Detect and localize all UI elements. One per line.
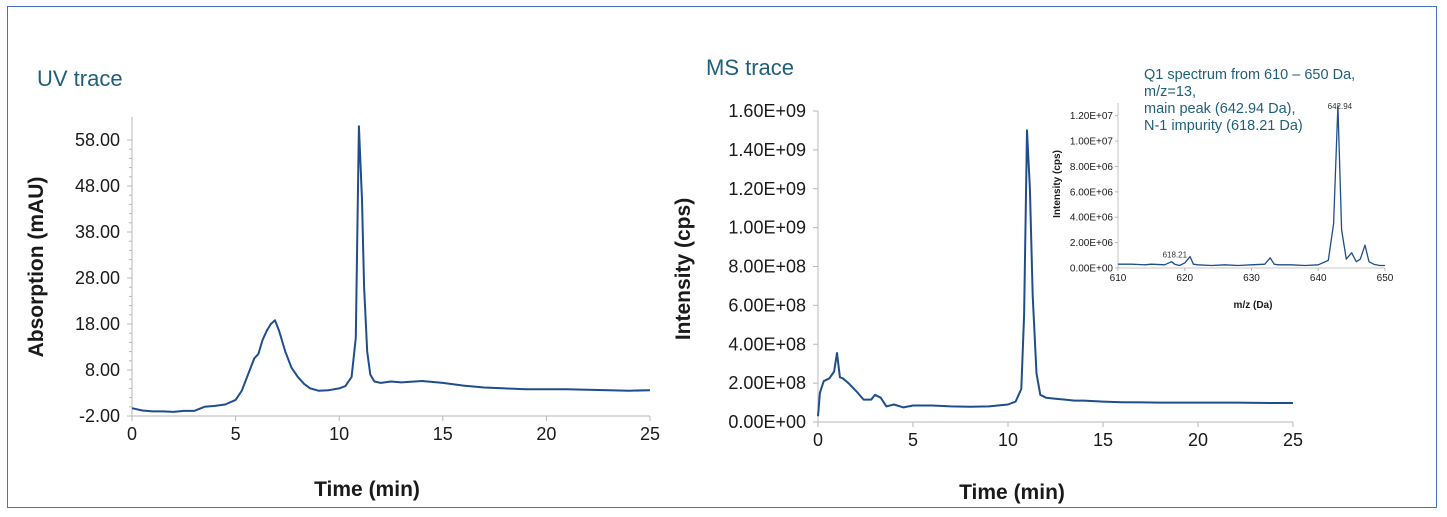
y-tick-label: 0.00E+00	[728, 412, 806, 432]
peak-label: 618.21	[1163, 250, 1188, 259]
y-tick-label: -2.00	[79, 406, 120, 426]
x-tick-label: 15	[433, 424, 453, 444]
ms-y-ticks: 0.00E+00 2.00E+08 4.00E+08 6.00E+08 8.00E+08…	[728, 101, 818, 432]
y-tick-label: 8.00E+08	[728, 257, 806, 277]
y-tick-label: 2.00E+08	[728, 373, 806, 393]
x-tick-label: 630	[1243, 273, 1260, 284]
ms-x-axis-title: Time (min)	[959, 481, 1065, 504]
ms-panel: MS trace 0.00E+00 2.00E+08 4.00E+08 6.00E+0…	[672, 55, 1303, 504]
x-tick-label: 5	[231, 424, 241, 444]
uv-y-axis-title: Absorption (mAU)	[25, 177, 48, 358]
chromatogram-figure: UV trace -2.008.0018.0028.0038.0048.0058…	[25, 55, 1394, 504]
ms-x-ticks: 0 5 10 15 20 25	[813, 422, 1303, 450]
uv-y-ticks: -2.00 8.00 18.00 28.00 38.00 48.00 58.00	[75, 130, 132, 426]
ms-trace-line	[817, 129, 1293, 417]
x-tick-label: 15	[1093, 430, 1113, 450]
y-tick-label: 28.00	[75, 268, 120, 288]
inset-x-axis-title: m/z (Da)	[1234, 300, 1273, 311]
inset-spectrum-line	[1118, 104, 1385, 267]
inset-x-ticks: 610 620 630 640 650	[1110, 268, 1394, 284]
y-tick-label: 48.00	[75, 176, 120, 196]
y-tick-label: 1.20E+07	[1070, 111, 1114, 122]
y-tick-label: 0.00E+00	[1070, 264, 1114, 275]
y-tick-label: 8.00	[85, 360, 120, 380]
x-tick-label: 640	[1310, 273, 1327, 284]
x-tick-label: 10	[329, 424, 349, 444]
x-tick-label: 20	[1188, 430, 1208, 450]
y-tick-label: 1.60E+09	[728, 101, 806, 121]
inset-annotation-line-3: main peak (642.94 Da),	[1144, 101, 1296, 117]
inset-y-axis-title: Intensity (cps)	[1052, 150, 1063, 218]
y-tick-label: 1.00E+09	[728, 218, 806, 238]
inset-annotation-line-2: m/z=13,	[1144, 84, 1196, 100]
y-tick-label: 8.00E+06	[1070, 162, 1114, 173]
x-tick-label: 620	[1176, 273, 1193, 284]
y-tick-label: 38.00	[75, 222, 120, 242]
inset-y-ticks: 0.00E+00 2.00E+06 4.00E+06 6.00E+06 8.00E+06…	[1070, 111, 1118, 275]
x-tick-label: 610	[1110, 273, 1127, 284]
uv-panel-title: UV trace	[37, 66, 123, 91]
inset-annotation-line-1: Q1 spectrum from 610 – 650 Da,	[1144, 67, 1355, 83]
uv-x-axis-title: Time (min)	[314, 478, 420, 501]
x-tick-label: 25	[1283, 430, 1303, 450]
ms-inset-panel: Q1 spectrum from 610 – 650 Da, m/z=13, m…	[1052, 67, 1394, 311]
y-tick-label: 4.00E+06	[1070, 213, 1114, 224]
y-tick-label: 2.00E+06	[1070, 238, 1114, 249]
x-tick-label: 10	[998, 430, 1018, 450]
y-tick-label: 6.00E+06	[1070, 187, 1114, 198]
y-tick-label: 4.00E+08	[728, 334, 806, 354]
x-tick-label: 0	[127, 424, 137, 444]
x-tick-label: 25	[640, 424, 660, 444]
y-tick-label: 6.00E+08	[728, 295, 806, 315]
x-tick-label: 20	[536, 424, 556, 444]
y-tick-label: 1.40E+09	[728, 140, 806, 160]
uv-panel: UV trace -2.00 8.00 18.00 28.00 38.00 48.00 58…	[25, 66, 660, 501]
ms-panel-title: MS trace	[706, 55, 794, 80]
y-tick-label: 58.00	[75, 130, 120, 150]
y-tick-label: 1.00E+07	[1070, 137, 1114, 148]
x-tick-label: 650	[1377, 273, 1394, 284]
y-tick-label: 1.20E+09	[728, 179, 806, 199]
uv-x-ticks: 0 5 10 15 20 25	[127, 416, 660, 444]
uv-trace-line	[131, 125, 651, 413]
peak-label: 642.94	[1328, 102, 1353, 111]
inset-annotation-line-4: N-1 impurity (618.21 Da)	[1144, 118, 1303, 134]
figure-frame: UV trace -2.00 8.00 18.00 28.00 38.00 48.00 58…	[7, 6, 1437, 508]
x-tick-label: 0	[813, 430, 823, 450]
ms-y-axis-title: Intensity (cps)	[672, 198, 695, 340]
y-tick-label: 18.00	[75, 314, 120, 334]
inset-peak-labels: 618.21 642.94	[1163, 102, 1353, 260]
x-tick-label: 5	[908, 430, 918, 450]
